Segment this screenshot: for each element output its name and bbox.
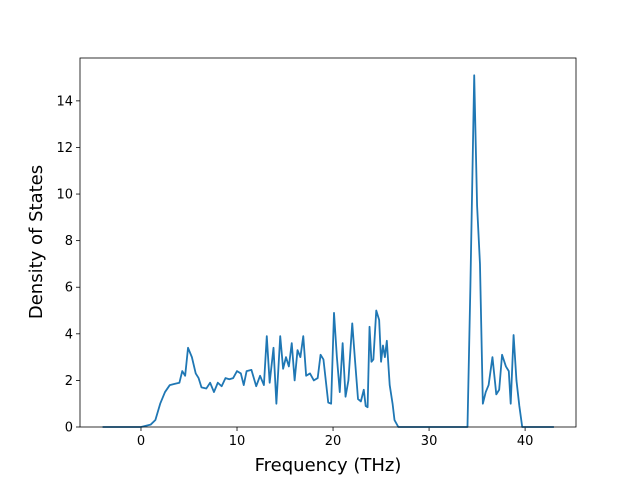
x-tick-label: 30 xyxy=(421,434,438,449)
y-tick-label: 0 xyxy=(65,421,73,436)
y-tick-label: 2 xyxy=(65,374,73,389)
x-tick-label: 20 xyxy=(325,434,342,449)
y-tick-label: 6 xyxy=(65,281,73,296)
dos-line xyxy=(102,74,554,428)
y-tick-label: 8 xyxy=(65,234,73,249)
y-tick-label: 14 xyxy=(56,94,73,109)
x-tick-label: 0 xyxy=(137,434,145,449)
x-tick-label: 40 xyxy=(517,434,534,449)
x-tick-label: 10 xyxy=(229,434,246,449)
x-axis-label: Frequency (THz) xyxy=(255,455,402,476)
y-tick-label: 10 xyxy=(56,188,73,203)
y-tick-label: 4 xyxy=(65,327,73,342)
y-axis-label: Density of States xyxy=(26,165,47,319)
plot-frame xyxy=(79,57,577,428)
y-tick-label: 12 xyxy=(56,141,73,156)
